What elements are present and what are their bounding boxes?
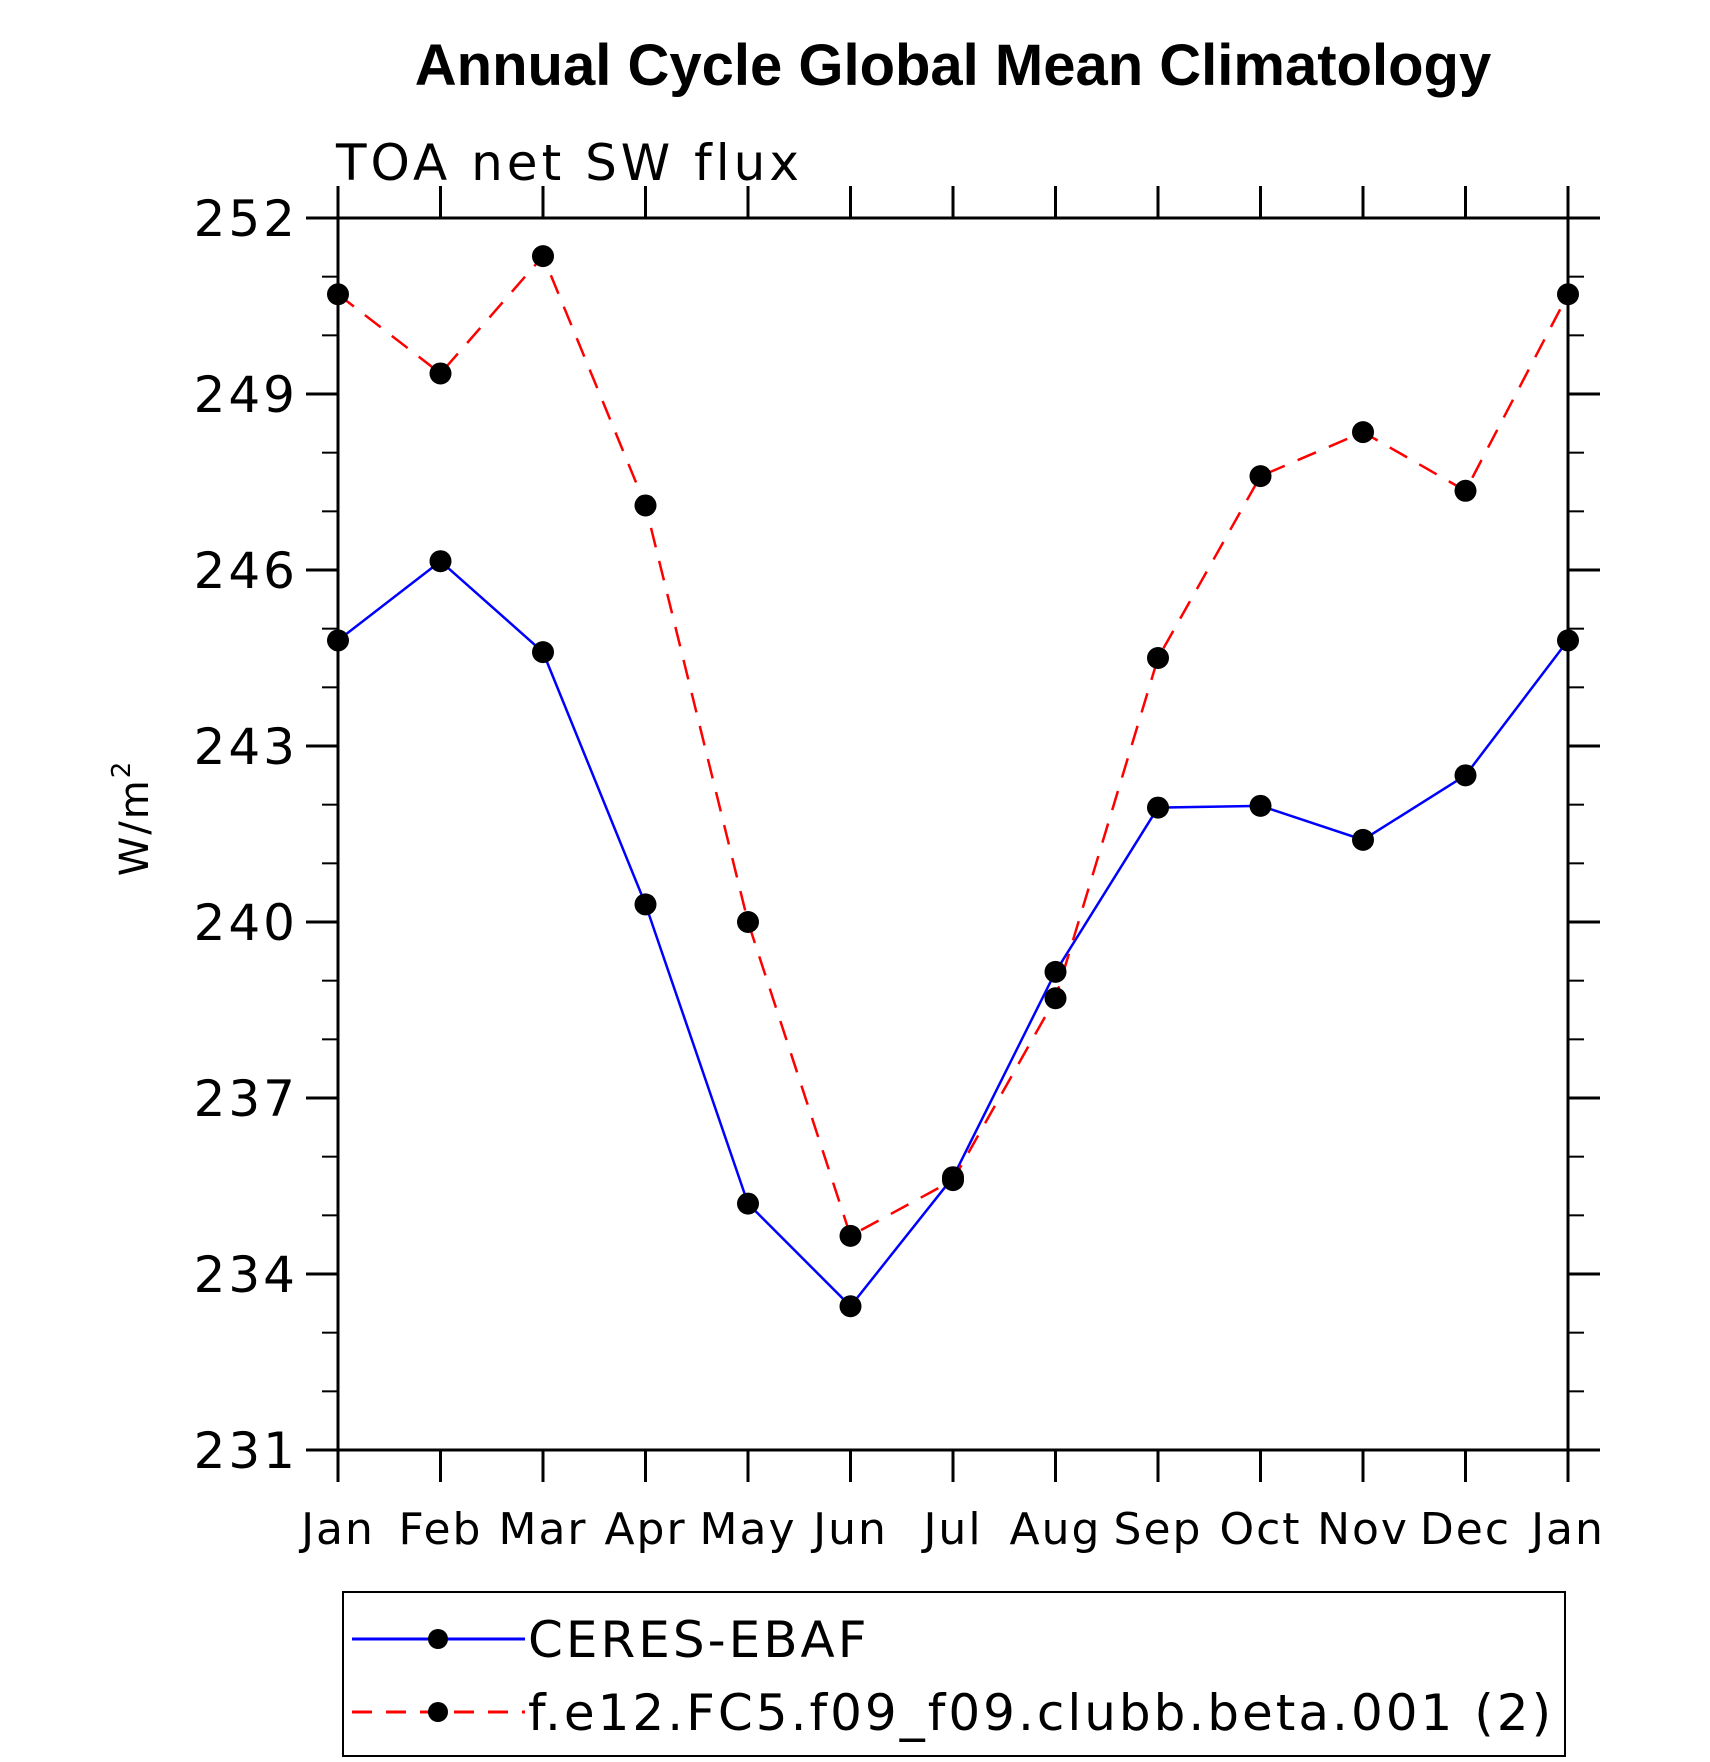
legend-marker-model [428, 1702, 448, 1722]
x-tick-label: Jan [1528, 1504, 1605, 1555]
y-tick-label: 234 [194, 1246, 298, 1304]
legend-box [342, 1591, 1566, 1757]
data-point-series-1 [839, 1224, 862, 1247]
data-point-series-0 [1147, 796, 1169, 819]
series-layer [327, 245, 1579, 1318]
chart-subtitle: TOA net SW flux [335, 134, 803, 192]
x-tick-label: Jun [810, 1504, 888, 1555]
data-point-series-1 [1249, 465, 1272, 488]
data-point-series-1 [532, 245, 554, 268]
x-tick-label: May [700, 1504, 797, 1555]
x-tick-label: Sep [1114, 1504, 1203, 1555]
ticks-layer: 231 234 237 240 243 246 249 252 Jan Feb Mar Apr May J… [194, 186, 1605, 1555]
series-line-1 [337, 253, 1570, 1238]
data-point-series-0 [1249, 794, 1272, 817]
y-tick-label: 246 [194, 542, 298, 600]
x-tick-label: Nov [1317, 1504, 1409, 1555]
data-point-series-0 [532, 641, 554, 664]
legend-label-model: f.e12.FC5.f09_f09.clubb.beta.001 (2) [528, 1684, 1554, 1742]
x-tick-label: Apr [604, 1504, 686, 1555]
x-tick-label: Feb [399, 1504, 483, 1555]
y-tick-label: 249 [194, 366, 298, 424]
x-tick-label: Dec [1420, 1504, 1511, 1555]
data-point-series-1 [1147, 647, 1169, 669]
svg-text:W/m2: W/m2 [107, 760, 158, 877]
chart-title: Annual Cycle Global Mean Climatology [415, 33, 1491, 98]
data-point-series-1 [1044, 987, 1067, 1010]
x-tick-label: Jan [298, 1504, 375, 1555]
data-point-series-0 [1044, 960, 1067, 983]
y-axis-title: W/m2 [107, 760, 158, 877]
data-point-series-1 [942, 1169, 964, 1192]
plot-frame [336, 216, 1570, 1452]
data-point-series-1 [1454, 479, 1477, 502]
data-point-series-1 [429, 362, 452, 385]
legend: CERES-EBAF f.e12.FC5.f09_f09.clubb.beta.… [342, 1591, 1566, 1757]
data-point-series-0 [737, 1192, 759, 1215]
data-point-series-0 [839, 1295, 862, 1318]
legend-label-ceres: CERES-EBAF [528, 1611, 869, 1669]
y-tick-label: 231 [194, 1422, 298, 1480]
x-tick-label: Mar [498, 1504, 587, 1555]
y-tick-label: 243 [194, 718, 298, 776]
data-point-series-0 [634, 893, 657, 916]
series-line-0 [337, 559, 1569, 1309]
data-point-series-0 [429, 550, 452, 573]
y-axis-title-superscript: 2 [107, 760, 137, 779]
y-tick-label: 252 [194, 190, 298, 248]
data-point-series-1 [737, 911, 759, 933]
y-tick-label: 237 [194, 1070, 298, 1128]
y-axis-title-text: W/m [112, 778, 158, 876]
data-point-series-0 [1454, 764, 1477, 787]
legend-marker-ceres [428, 1629, 448, 1649]
x-tick-label: Aug [1010, 1504, 1102, 1555]
y-tick-label: 240 [194, 894, 298, 952]
x-tick-label: Jul [920, 1504, 982, 1555]
data-point-series-0 [1352, 828, 1374, 851]
data-point-series-1 [1352, 421, 1374, 444]
x-tick-label: Oct [1219, 1504, 1301, 1555]
data-point-series-1 [634, 494, 657, 517]
